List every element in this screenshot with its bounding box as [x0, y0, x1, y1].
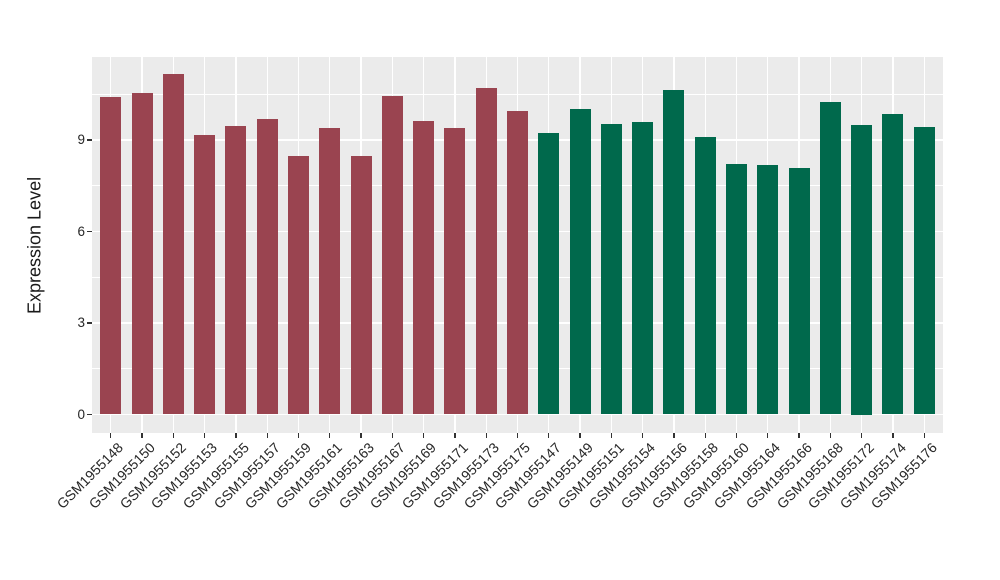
x-tick-mark	[391, 433, 393, 438]
x-tick-mark	[329, 433, 331, 438]
x-tick-mark	[829, 433, 831, 438]
x-tick-mark	[266, 433, 268, 438]
x-tick-mark	[360, 433, 362, 438]
bar-GSM1955168	[819, 102, 841, 415]
x-tick-mark	[735, 433, 738, 438]
x-tick-mark	[423, 433, 425, 438]
y-tick-label: 6	[77, 223, 85, 239]
bar-GSM1955172	[851, 124, 873, 415]
x-tick-mark	[704, 433, 706, 438]
bar-GSM1955158	[694, 137, 716, 415]
y-tick-mark	[87, 230, 92, 233]
y-tick-mark	[87, 413, 92, 416]
bar-GSM1955152	[162, 74, 184, 415]
bar-GSM1955149	[569, 109, 591, 415]
x-tick-mark	[548, 433, 550, 438]
x-tick-mark	[579, 433, 581, 438]
bar-GSM1955174	[882, 114, 904, 415]
x-tick-mark	[204, 433, 206, 438]
y-tick-mark	[87, 139, 92, 141]
bar-GSM1955157	[256, 119, 278, 415]
x-tick-mark	[235, 433, 237, 438]
y-axis-title: Expression Level	[24, 176, 45, 314]
bar-GSM1955175	[507, 110, 528, 415]
bar-GSM1955155	[225, 126, 247, 415]
bar-GSM1955163	[350, 156, 372, 415]
bar-GSM1955164	[757, 165, 779, 415]
x-tick-mark	[454, 433, 456, 438]
x-tick-mark	[861, 433, 863, 438]
x-tick-mark	[892, 433, 894, 438]
bar-GSM1955173	[475, 88, 497, 415]
x-tick-mark	[297, 433, 300, 438]
bar-GSM1955156	[663, 89, 685, 415]
bar-GSM1955150	[131, 93, 153, 415]
bar-GSM1955160	[726, 164, 747, 415]
y-tick-label: 9	[77, 132, 85, 147]
bar-GSM1955159	[287, 156, 309, 415]
bar-GSM1955161	[319, 128, 341, 415]
x-tick-mark	[485, 433, 487, 438]
bar-GSM1955148	[100, 97, 122, 415]
x-tick-mark	[673, 433, 675, 438]
x-tick-mark	[516, 433, 519, 438]
y-tick-mark	[87, 322, 92, 324]
bar-GSM1955169	[413, 121, 435, 415]
x-tick-mark	[642, 433, 644, 438]
bar-GSM1955171	[444, 127, 466, 415]
plot-panel	[92, 57, 943, 433]
bar-GSM1955154	[632, 122, 654, 415]
x-tick-mark	[767, 433, 769, 438]
y-tick-label: 3	[77, 315, 85, 330]
bar-GSM1955153	[194, 134, 216, 415]
bar-GSM1955166	[788, 168, 810, 415]
bar-GSM1955176	[913, 126, 935, 415]
x-tick-mark	[610, 433, 612, 438]
x-tick-mark	[110, 433, 112, 438]
bar-GSM1955151	[600, 124, 622, 415]
x-tick-mark	[798, 433, 800, 438]
bar-GSM1955167	[381, 95, 403, 415]
y-tick-label: 0	[77, 406, 85, 422]
bar-GSM1955147	[538, 132, 560, 415]
x-tick-mark	[172, 433, 174, 438]
x-tick-mark	[141, 433, 143, 438]
x-tick-mark	[923, 433, 925, 438]
